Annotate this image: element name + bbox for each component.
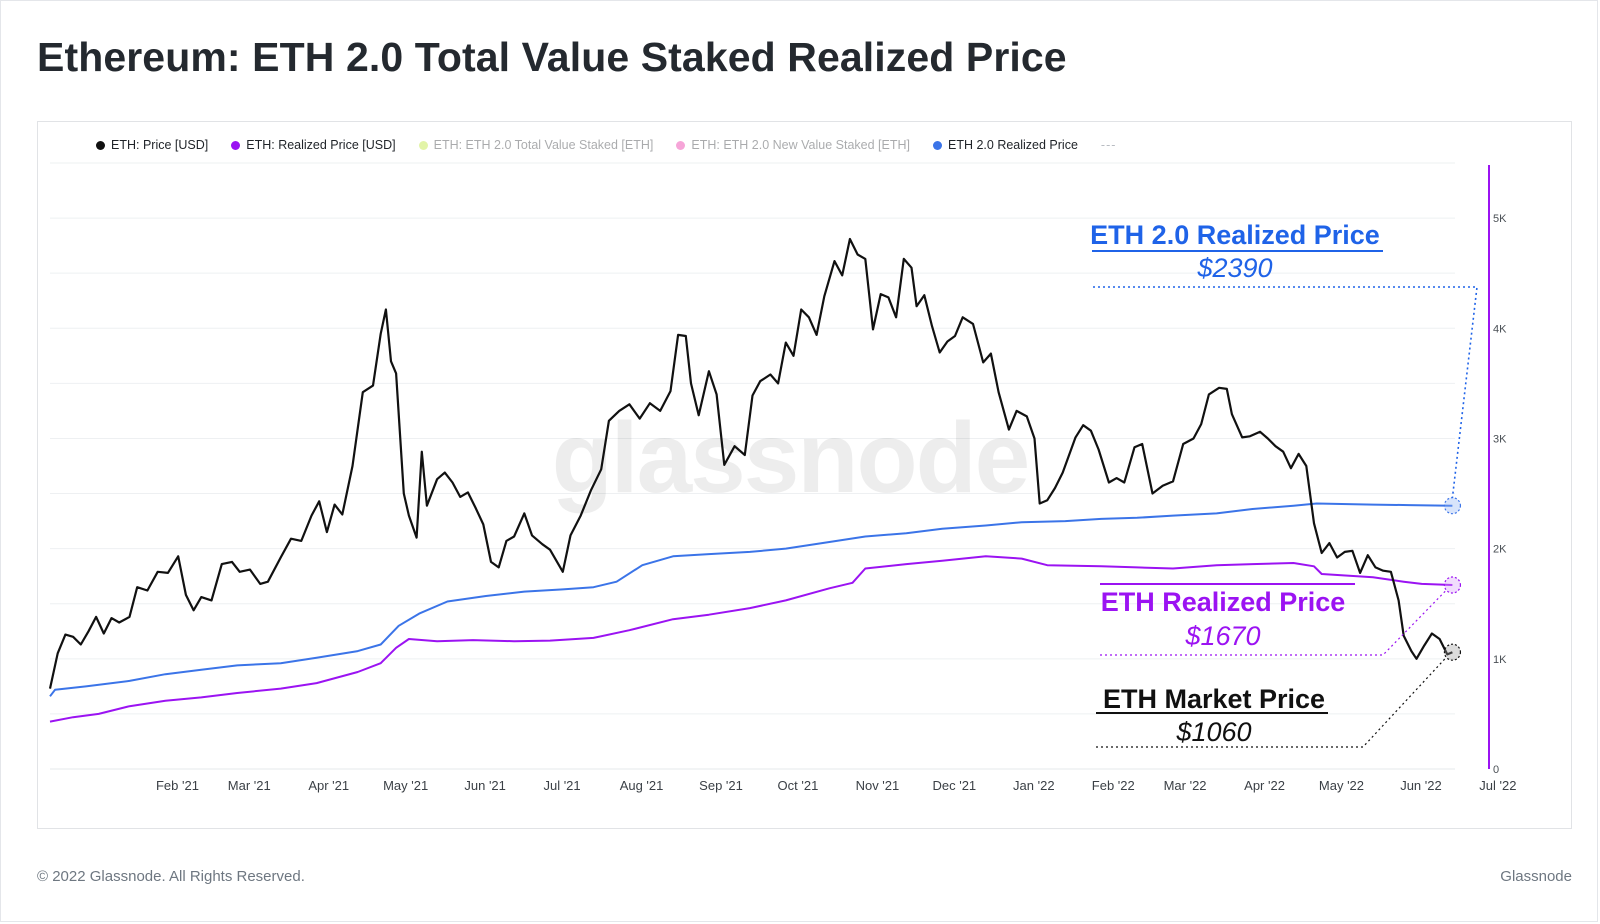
realized-annotation-value: $1670	[1184, 621, 1260, 651]
axes: 0 1K 2K 3K 4K 5K Feb '21 Mar '21 Apr '21 May '21 J…	[156, 165, 1516, 793]
eth2-annotation-value: $2390	[1196, 253, 1272, 283]
legend-item-total-value-staked[interactable]: ETH: ETH 2.0 Total Value Staked [ETH]	[418, 138, 654, 152]
x-tick-label: Apr '21	[308, 778, 349, 793]
x-tick-label: Oct '21	[778, 778, 819, 793]
grid-lines	[50, 162, 1455, 770]
realized-annotation-title: ETH Realized Price	[1101, 587, 1346, 617]
legend-item-new-value-staked[interactable]: ETH: ETH 2.0 New Value Staked [ETH]	[676, 138, 910, 152]
annotations	[1092, 250, 1478, 748]
x-tick-label: Jul '22	[1479, 778, 1516, 793]
copyright-text: © 2022 Glassnode. All Rights Reserved.	[37, 868, 305, 885]
x-tick-label: Mar '21	[228, 778, 271, 793]
x-tick-label: May '21	[383, 778, 428, 793]
legend-more-toggle[interactable]: ---	[1100, 138, 1117, 152]
x-tick-label: Dec '21	[932, 778, 976, 793]
x-tick-label: Nov '21	[856, 778, 900, 793]
x-tick-label: Jun '22	[1400, 778, 1442, 793]
endpoint-marker	[1443, 576, 1462, 594]
y-tick-label: 3K	[1493, 433, 1507, 445]
market-annotation-value: $1060	[1175, 717, 1251, 747]
series-line	[48, 237, 1453, 689]
market-annotation-title: ETH Market Price	[1103, 684, 1325, 714]
watermark: glassnode	[552, 402, 1029, 514]
series-line	[49, 555, 1453, 723]
legend-label: ETH 2.0 Realized Price	[948, 138, 1078, 152]
brand-text: Glassnode	[1500, 868, 1572, 885]
x-tick-label: Mar '22	[1164, 778, 1207, 793]
x-tick-label: Feb '21	[156, 778, 199, 793]
legend-item-realized-price[interactable]: ETH: Realized Price [USD]	[231, 138, 396, 152]
chart-panel	[37, 121, 1572, 829]
market-leader-line	[1096, 656, 1447, 748]
eth2-annotation-title: ETH 2.0 Realized Price	[1090, 220, 1380, 250]
legend-dot	[96, 140, 105, 150]
legend-dot	[231, 140, 241, 150]
y-tick-label: 4K	[1493, 323, 1507, 335]
y-tick-label: 0	[1493, 764, 1499, 776]
legend-dot	[418, 140, 428, 150]
legend-label: ETH: Realized Price [USD]	[246, 138, 396, 152]
x-tick-label: May '22	[1319, 778, 1364, 793]
legend-dot	[933, 140, 942, 150]
endpoint-marker	[1443, 497, 1462, 515]
x-tick-label: Jul '21	[543, 778, 580, 793]
legend-label: ETH: ETH 2.0 Total Value Staked [ETH]	[433, 138, 654, 152]
endpoint-marker	[1443, 643, 1462, 661]
series-line	[49, 502, 1453, 697]
legend-label: ETH: Price [USD]	[111, 138, 209, 152]
chart-legend: ETH: Price [USD] ETH: Realized Price [US…	[96, 134, 1116, 156]
x-tick-label: Feb '22	[1092, 778, 1135, 793]
legend-label: ETH: ETH 2.0 New Value Staked [ETH]	[691, 138, 910, 152]
x-tick-label: Aug '21	[620, 778, 664, 793]
legend-item-eth2-realized-price[interactable]: ETH 2.0 Realized Price	[933, 138, 1078, 152]
y-tick-label: 2K	[1493, 544, 1507, 556]
legend-dot	[676, 140, 686, 150]
x-tick-label: Jun '21	[464, 778, 506, 793]
y-tick-label: 1K	[1493, 654, 1507, 666]
series-lines	[48, 237, 1453, 723]
page-title: Ethereum: ETH 2.0 Total Value Staked Rea…	[37, 34, 1067, 80]
x-tick-label: Apr '22	[1244, 778, 1285, 793]
x-tick-label: Jan '22	[1013, 778, 1055, 793]
y-tick-label: 5K	[1493, 213, 1507, 225]
x-tick-label: Sep '21	[699, 778, 743, 793]
legend-item-eth-price[interactable]: ETH: Price [USD]	[96, 138, 208, 152]
eth2-leader-line	[1093, 286, 1478, 498]
